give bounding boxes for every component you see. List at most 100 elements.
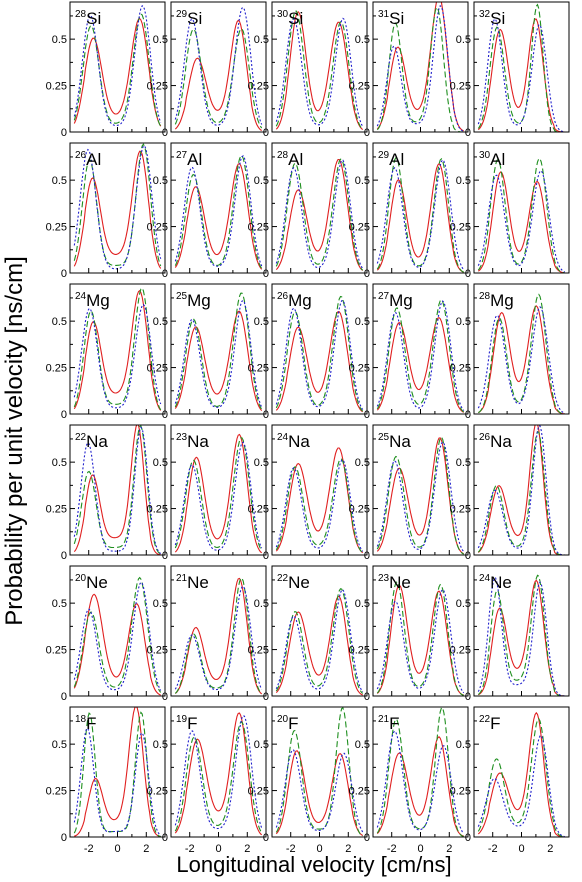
panel-frame	[271, 706, 368, 838]
y-tick-label: 0.5	[456, 316, 471, 328]
series-1-line	[73, 425, 161, 555]
series-3-line	[275, 749, 364, 833]
series-1-line	[376, 437, 464, 555]
y-tick-label: 0.25	[46, 786, 67, 798]
isotope-label: 30Si	[277, 9, 303, 28]
panel-frame	[170, 565, 267, 697]
panel-26na: 0 0.25 0.5 26Na	[450, 424, 570, 562]
x-axis-title: Longitudinal velocity [cm/ns]	[176, 852, 451, 877]
series-1-line	[74, 707, 161, 837]
series-2-line	[275, 10, 364, 130]
series-2-line	[174, 292, 263, 410]
series-3-line	[477, 306, 565, 414]
y-tick-label: 0	[263, 409, 269, 421]
panel-frame	[271, 424, 368, 556]
panel-frame	[271, 1, 368, 133]
isotope-label: 26Al	[75, 150, 101, 169]
panel-23na: 0 0.25 0.5 23Na	[147, 424, 267, 562]
panel-21ne: 0 0.25 0.5 21Ne	[147, 565, 267, 703]
isotope-label: 22Ne	[277, 573, 310, 592]
series-2-line	[275, 158, 364, 271]
isotope-label: 23Na	[176, 432, 209, 451]
isotope-label: 28Mg	[479, 291, 514, 310]
y-tick-label: 0	[61, 409, 67, 421]
series-2-line	[376, 6, 464, 132]
y-tick-label: 0	[465, 127, 471, 139]
series-3-line	[174, 585, 263, 691]
isotope-label: 29Si	[176, 9, 202, 28]
series-2-line	[376, 299, 465, 413]
y-tick-label: 0	[364, 691, 370, 703]
series-1-line	[477, 711, 565, 837]
y-axis-title: Probability per unit velocity [ns/cm]	[1, 256, 28, 625]
y-tick-label: 0	[263, 550, 269, 562]
panel-26mg: 0 0.25 0.5 26Mg	[248, 283, 368, 421]
series-3-line	[477, 18, 565, 132]
isotope-label: 22Na	[75, 432, 108, 451]
panel-29al: 0 0.25 0.5 29Al	[349, 142, 469, 280]
panel-grid: 0 0.25 0.5 28Si 0 0.25 0.5 29Si 0 0.25 0.5 30Si 0 0.2…	[46, 1, 570, 855]
series-2-line	[275, 458, 364, 554]
y-tick-label: 0	[465, 832, 471, 844]
y-tick-label: 0.5	[355, 457, 370, 469]
series-1-line	[174, 163, 263, 270]
series-3-line	[174, 6, 263, 126]
y-tick-label: 0	[465, 691, 471, 703]
series-1-line	[275, 159, 364, 271]
isotope-label: 20Ne	[75, 573, 108, 592]
x-tick-label: -2	[84, 843, 94, 855]
y-tick-label: 0.5	[254, 316, 269, 328]
panel-frame	[372, 1, 469, 133]
y-tick-label: 0.25	[450, 786, 471, 798]
panel-27mg: 0 0.25 0.5 27Mg	[349, 283, 469, 421]
panel-22ne: 0 0.25 0.5 22Ne	[248, 565, 368, 703]
y-tick-label: 0.5	[254, 175, 269, 187]
series-3-line	[477, 577, 565, 696]
y-tick-label: 0.25	[450, 363, 471, 375]
y-tick-label: 0	[162, 550, 168, 562]
y-tick-label: 0.25	[46, 222, 67, 234]
series-1-line	[477, 425, 565, 555]
y-tick-label: 0	[61, 268, 67, 280]
y-tick-label: 0.5	[153, 175, 168, 187]
panel-27al: 0 0.25 0.5 27Al	[147, 142, 267, 280]
series-3-line	[73, 426, 162, 555]
series-1-line	[275, 750, 363, 836]
y-tick-label: 0	[364, 268, 370, 280]
isotope-label: 26Mg	[277, 291, 312, 310]
panel-frame	[473, 1, 570, 133]
y-tick-label: 0	[263, 691, 269, 703]
x-tick-label: 2	[345, 843, 351, 855]
series-2-line	[478, 293, 565, 414]
x-tick-label: -2	[387, 843, 397, 855]
x-tick-label: 2	[143, 843, 149, 855]
series-3-line	[275, 299, 364, 410]
x-tick-label: -2	[185, 843, 195, 855]
series-2-line	[73, 143, 162, 267]
y-tick-label: 0	[162, 268, 168, 280]
series-1-line	[174, 577, 263, 695]
isotope-label: 28Si	[75, 9, 101, 28]
series-2-line	[275, 588, 364, 694]
series-2-line	[477, 574, 565, 696]
series-2-line	[477, 158, 565, 273]
series-1-line	[376, 163, 464, 273]
series-1-line	[275, 447, 364, 554]
panel-21f: 0 0.25 0.5 -2 0 2 21F	[349, 706, 469, 855]
isotope-label: 18F	[75, 714, 97, 733]
series-1-line	[174, 712, 263, 836]
isotope-label: 24Ne	[479, 573, 512, 592]
isotope-label: 21F	[378, 714, 400, 733]
y-tick-label: 0.25	[450, 645, 471, 657]
series-2-line	[477, 717, 565, 837]
x-tick-label: -2	[286, 843, 296, 855]
panel-24mg: 0 0.25 0.5 24Mg	[46, 283, 166, 421]
y-tick-label: 0	[61, 550, 67, 562]
series-1-line	[275, 311, 364, 413]
isotope-label: 22F	[479, 714, 501, 733]
y-tick-label: 0.25	[248, 504, 269, 516]
x-tick-label: 2	[244, 843, 250, 855]
panel-18f: 0 0.25 0.5 -2 0 2 18F	[46, 706, 166, 855]
x-tick-label: 0	[518, 843, 524, 855]
series-3-line	[275, 589, 364, 693]
